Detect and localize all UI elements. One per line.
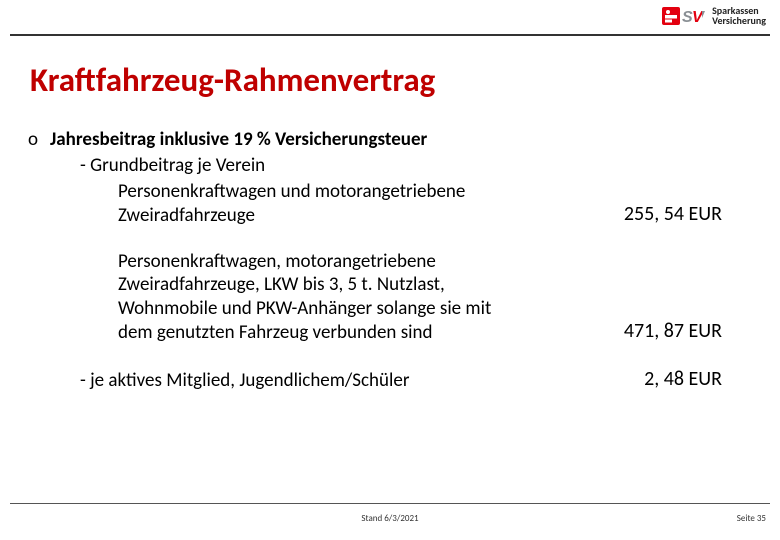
top-divider bbox=[10, 34, 770, 36]
page-title: Kraftfahrzeug-Rahmenvertrag bbox=[30, 60, 435, 100]
item-price: 471, 87 EUR bbox=[624, 319, 752, 345]
item-price: 2, 48 EUR bbox=[644, 367, 752, 393]
bullet-marker: o bbox=[28, 128, 40, 152]
item-desc: Personenkraftwagen und motorangetriebene… bbox=[118, 180, 518, 228]
item-price: 255, 54 EUR bbox=[624, 202, 752, 228]
lead-row: o Jahresbeitrag inklusive 19 % Versicher… bbox=[28, 128, 752, 152]
item-desc: - je aktives Mitglied, Jugendlichem/Schü… bbox=[80, 369, 409, 393]
content-area: o Jahresbeitrag inklusive 19 % Versicher… bbox=[28, 128, 752, 393]
sub-heading-1: - Grundbeitrag je Verein bbox=[80, 154, 752, 178]
footer-stand: Stand 6/3/2021 bbox=[0, 513, 780, 524]
brand-line-2: Versicherung bbox=[712, 16, 766, 27]
brand-logo: S V Sparkassen Versicherung bbox=[662, 4, 766, 28]
price-row-1: Personenkraftwagen und motorangetriebene… bbox=[28, 180, 752, 228]
brand-text: Sparkassen Versicherung bbox=[712, 6, 766, 27]
footer-page: Seite 35 bbox=[737, 513, 766, 524]
price-row-2: Personenkraftwagen, motorangetriebene Zw… bbox=[28, 250, 752, 345]
item-desc: Personenkraftwagen, motorangetriebene Zw… bbox=[118, 250, 518, 345]
sparkassen-sv-icon: S V bbox=[662, 4, 708, 28]
bottom-divider bbox=[10, 503, 770, 504]
lead-text: Jahresbeitrag inklusive 19 % Versicherun… bbox=[50, 128, 427, 152]
price-row-3: - je aktives Mitglied, Jugendlichem/Schü… bbox=[28, 367, 752, 393]
